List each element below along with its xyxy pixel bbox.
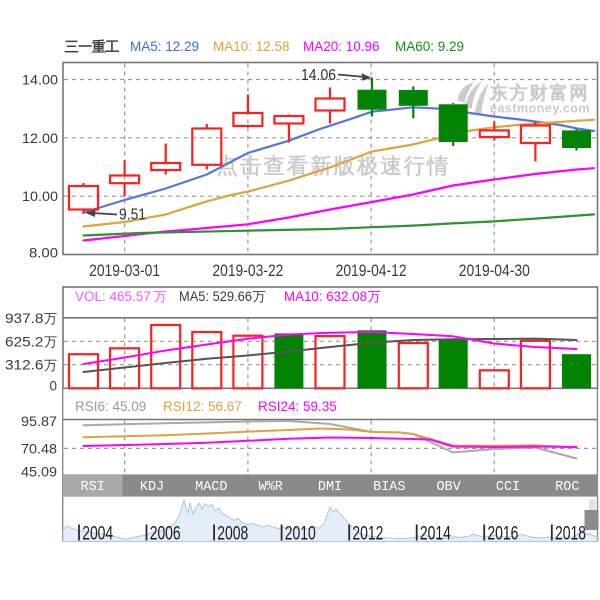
svg-text:MA5: 12.29: MA5: 12.29: [130, 39, 199, 54]
svg-text:95.87: 95.87: [21, 414, 57, 429]
svg-text:MA60: 9.29: MA60: 9.29: [395, 39, 464, 54]
svg-text:CCI: CCI: [496, 480, 520, 495]
svg-text:937.8: 937.8: [5, 311, 44, 326]
svg-text:OBV: OBV: [436, 480, 461, 495]
svg-text:2008: 2008: [217, 524, 248, 545]
svg-text:RSI: RSI: [81, 480, 105, 495]
svg-text:MACD: MACD: [195, 480, 227, 495]
svg-text:2019-03-01: 2019-03-01: [89, 261, 160, 280]
svg-text:8.00: 8.00: [29, 245, 58, 261]
svg-text:eastmoney.com: eastmoney.com: [490, 102, 590, 116]
svg-text:0: 0: [49, 379, 57, 394]
svg-text:10.00: 10.00: [22, 188, 58, 204]
svg-text:9.51: 9.51: [119, 207, 146, 224]
svg-text:2018: 2018: [555, 524, 586, 545]
svg-text:2012: 2012: [352, 524, 383, 545]
svg-text:2010: 2010: [285, 524, 316, 545]
svg-text:2016: 2016: [487, 524, 518, 545]
svg-text:KDJ: KDJ: [140, 480, 164, 495]
svg-text:312.6: 312.6: [5, 358, 44, 373]
svg-text:625.2: 625.2: [5, 334, 44, 349]
svg-text:MA10: 632.08: MA10: 632.08: [284, 289, 367, 304]
svg-text:W%R: W%R: [259, 480, 283, 495]
svg-text:RSI12: 56.67: RSI12: 56.67: [163, 399, 242, 414]
svg-text:2004: 2004: [82, 524, 113, 545]
svg-text:70.48: 70.48: [21, 441, 57, 456]
svg-text:2019-04-30: 2019-04-30: [459, 261, 530, 280]
svg-text:MA20: 10.96: MA20: 10.96: [303, 39, 380, 54]
svg-text:MA5: 529.66: MA5: 529.66: [179, 289, 252, 304]
svg-text:2019-03-22: 2019-03-22: [212, 261, 283, 280]
svg-text:2014: 2014: [420, 524, 451, 545]
svg-text:14.00: 14.00: [22, 72, 58, 88]
svg-text:2006: 2006: [150, 524, 181, 545]
svg-text:VOL: 465.57: VOL: 465.57: [75, 289, 151, 304]
svg-text:BIAS: BIAS: [373, 480, 405, 495]
svg-text:MA10: 12.58: MA10: 12.58: [213, 39, 290, 54]
svg-text:ROC: ROC: [555, 480, 579, 495]
svg-text:14.06: 14.06: [301, 67, 336, 84]
svg-text:2019-04-12: 2019-04-12: [336, 261, 407, 280]
svg-text:12.00: 12.00: [22, 130, 58, 146]
svg-text:45.09: 45.09: [21, 465, 57, 480]
svg-text:RSI6: 45.09: RSI6: 45.09: [75, 399, 146, 414]
svg-text:RSI24: 59.35: RSI24: 59.35: [258, 399, 337, 414]
svg-text:DMI: DMI: [318, 480, 342, 495]
